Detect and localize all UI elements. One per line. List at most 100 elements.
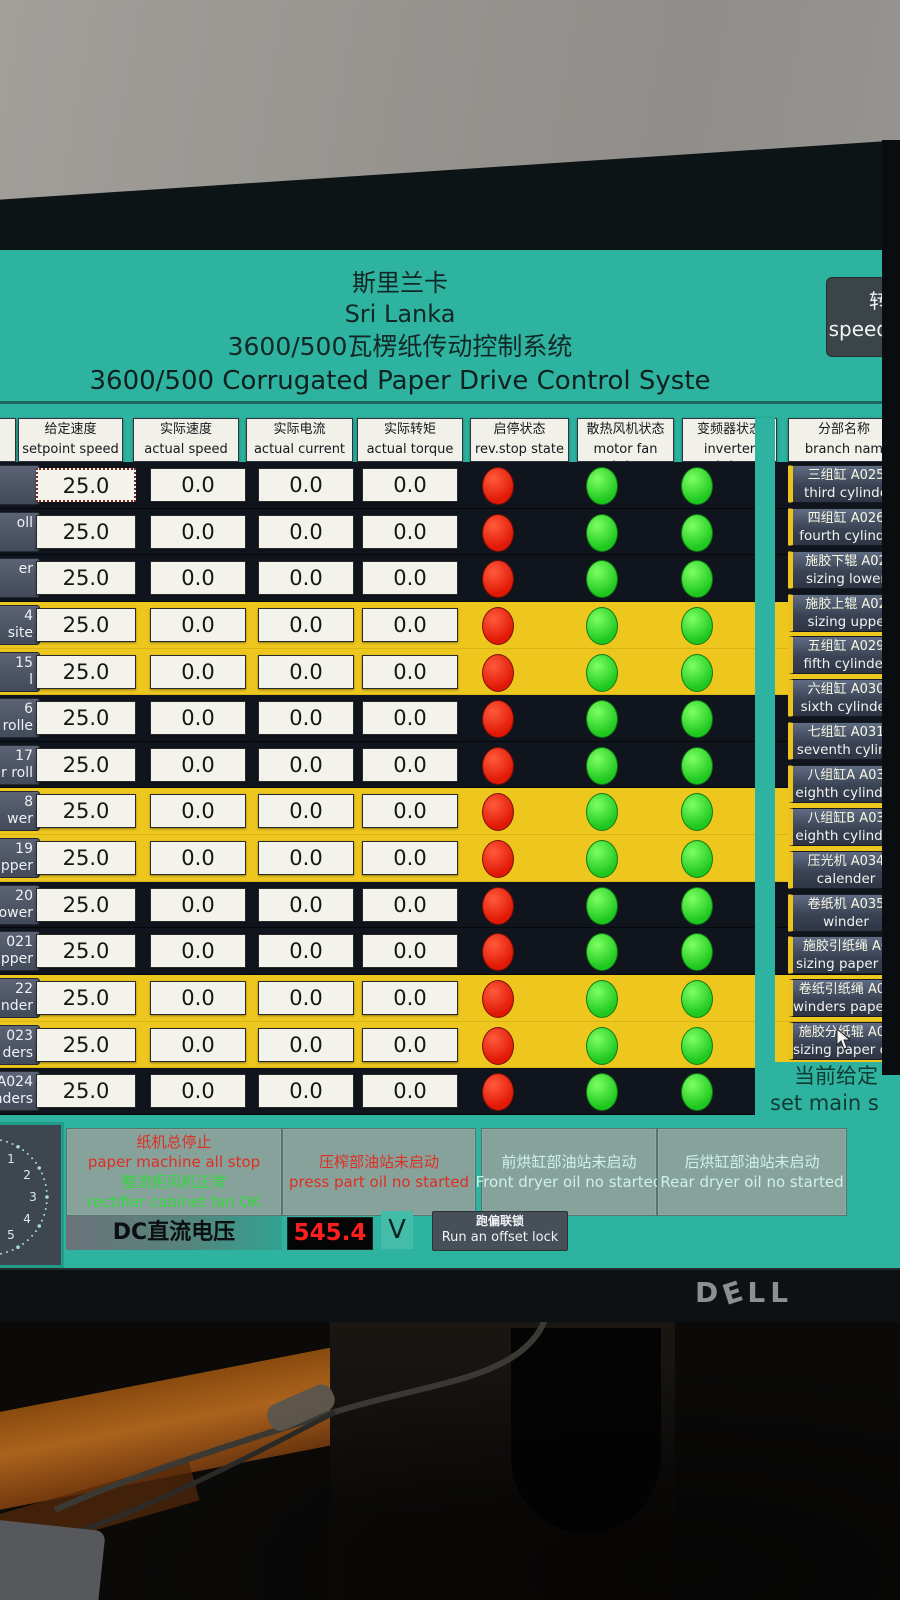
status-panel-1: 纸机总停止 paper machine all stop 整流柜风机正常 rectif… [66, 1128, 282, 1216]
branch-button-2[interactable]: 四组缸 A026 fourth cylinde [788, 507, 900, 546]
page-title: 斯里兰卡 Sri Lanka 3600/500瓦楞纸传动控制系统 3600/50… [55, 268, 745, 399]
table-row: 22cylinder25.00.00.00.0 [0, 974, 882, 1022]
actual-speed-readout: 0.0 [150, 1027, 246, 1062]
motor-fan-indicator-green [586, 746, 618, 785]
dell-logo: DELL [695, 1273, 794, 1312]
status-message-row: 纸机总停止 paper machine all stop 整流柜风机正常 rectif… [66, 1128, 847, 1216]
row-name-button[interactable]: er [0, 558, 40, 599]
actual-speed-readout: 0.0 [150, 1074, 246, 1109]
row-name-button[interactable]: 023 ders [0, 1024, 40, 1065]
status-text: paper machine all stop [87, 1153, 261, 1171]
table-row: 15 l 25.0 0.0 0.0 0.0 [0, 648, 882, 696]
setpoint-speed-field[interactable]: 25.0 [36, 841, 136, 875]
rev-stop-indicator-red [482, 793, 514, 832]
svg-text:5: 5 [7, 1228, 15, 1242]
row-name-button[interactable]: oll [0, 511, 40, 552]
setpoint-speed-field[interactable]: 25.0 [36, 654, 136, 689]
actual-speed-readout: 0.0 [150, 747, 246, 782]
actual-speed-readout: 0.0 [150, 934, 246, 969]
inverter-indicator-green [681, 700, 713, 739]
column-header-actual-torque: 实际转矩 actual torque [357, 418, 463, 462]
setpoint-speed-field[interactable]: 25.0 [36, 561, 136, 596]
branch-button-10[interactable]: 压光机 A034 calender [788, 850, 900, 889]
actual-speed-readout: 0.0 [150, 701, 246, 736]
row-name-button[interactable]: 6 rolle [0, 698, 40, 739]
status-text: 前烘缸部油站未启动 [501, 1153, 637, 1171]
rev-stop-indicator-red [482, 653, 514, 692]
column-header-rev-stop-state: 启停状态 rev.stop state [470, 418, 569, 462]
actual-speed-readout: 0.0 [150, 887, 246, 922]
setpoint-speed-field[interactable]: 25.0 [36, 934, 136, 969]
table-row: 19 pper 25.0 0.0 0.0 0.0 [0, 835, 882, 882]
offset-lock-button[interactable]: 跑偏联锁 Run an offset lock [432, 1211, 568, 1251]
table-row: oll 25.0 0.0 0.0 0.0 [0, 508, 882, 556]
column-header-setpoint-speed: 给定速度 setpoint speed [18, 418, 123, 462]
row-name-button[interactable]: 4 site [0, 604, 40, 645]
motor-fan-indicator-green [586, 513, 618, 552]
branch-button-12[interactable]: 施胶引纸绳 A0 sizing paper ro [788, 936, 900, 975]
setpoint-speed-field[interactable]: 25.0 [36, 887, 136, 922]
status-panel-4: 后烘缸部油站未启动 Rear dryer oil no started [657, 1128, 847, 1216]
actual-current-readout: 0.0 [258, 701, 354, 736]
motor-fan-indicator-green [586, 606, 618, 645]
rev-stop-indicator-red [482, 700, 514, 739]
branch-button-9[interactable]: 八组缸B A03 eighth cylinder [788, 807, 900, 846]
rev-stop-indicator-red [482, 933, 514, 972]
motor-fan-indicator-green [586, 793, 618, 832]
status-text: press part oil no started [289, 1173, 469, 1191]
actual-speed-readout: 0.0 [150, 841, 246, 875]
rev-stop-indicator-red [482, 467, 514, 505]
row-name-button[interactable]: 22cylinder [0, 977, 40, 1018]
rev-stop-indicator-red [482, 1073, 514, 1112]
branch-button-6[interactable]: 六组缸 A030 sixth cylinder [788, 679, 900, 718]
table-row: 4 site 25.0 0.0 0.0 0.0 [0, 601, 882, 649]
branch-button-7[interactable]: 七组缸 A031 seventh cylind [788, 722, 900, 761]
row-name-button[interactable]: 19 pper [0, 838, 40, 878]
branch-button-5[interactable]: 五组缸 A029 fifth cylinder [788, 636, 900, 675]
row-name-button[interactable]: A024linders [0, 1071, 40, 1112]
setpoint-speed-field[interactable]: 25.0 [36, 1074, 136, 1109]
setpoint-speed-field[interactable]: 25.0 [36, 468, 136, 502]
row-name-button[interactable]: 8 wer [0, 791, 40, 832]
branch-button-11[interactable]: 卷纸机 A035 winder [788, 893, 900, 932]
table-row: 17 r roll 25.0 0.0 0.0 0.0 [0, 741, 882, 789]
setpoint-speed-field[interactable]: 25.0 [36, 701, 136, 736]
setpoint-speed-field[interactable]: 25.0 [36, 794, 136, 829]
actual-current-readout: 0.0 [258, 747, 354, 782]
inverter-indicator-green [681, 606, 713, 645]
inverter-indicator-green [681, 886, 713, 925]
actual-current-readout: 0.0 [258, 607, 354, 642]
svg-text:1: 1 [7, 1152, 15, 1166]
row-name-button[interactable]: 021upper [0, 931, 40, 972]
branch-button-13[interactable]: 卷纸引纸绳 A03 winders paper r [788, 979, 900, 1018]
actual-current-readout: 0.0 [258, 934, 354, 969]
offset-lock-label-en: Run an offset lock [441, 1230, 559, 1245]
inverter-indicator-green [681, 979, 713, 1018]
table-row: A024linders25.00.00.00.0 [0, 1068, 882, 1115]
status-text: 后烘缸部油站未启动 [684, 1153, 820, 1171]
row-name-button[interactable]: 15 l [0, 651, 40, 692]
setpoint-speed-field[interactable]: 25.0 [36, 1027, 136, 1062]
table-row: 021upper25.00.00.00.0 [0, 928, 882, 975]
rev-stop-indicator-red [482, 840, 514, 878]
table-row: 25.0 0.0 0.0 0.0 [0, 462, 882, 509]
row-name-button[interactable]: 17 r roll [0, 744, 40, 785]
branch-button-1[interactable]: 三组缸 A025 third cylinde [788, 465, 900, 503]
setpoint-speed-field[interactable]: 25.0 [36, 607, 136, 642]
setpoint-speed-field[interactable]: 25.0 [36, 747, 136, 782]
row-name-button[interactable] [0, 465, 40, 505]
speed-set-button-label-en: speed [828, 317, 889, 341]
setpoint-speed-field[interactable]: 25.0 [36, 980, 136, 1015]
monitor-bottom-bezel: DELL [0, 1268, 900, 1322]
row-name-button[interactable]: 20lower [0, 884, 40, 925]
branch-button-8[interactable]: 八组缸A A03 eighth cylinder [788, 764, 900, 803]
actual-speed-readout: 0.0 [150, 514, 246, 549]
set-main-speed-en: set main s [770, 1091, 879, 1115]
branch-button-4[interactable]: 施胶上辊 A02 sizing uppe [788, 593, 900, 632]
setpoint-speed-field[interactable]: 25.0 [36, 514, 136, 549]
mouse-cursor [836, 1028, 852, 1050]
status-text: Rear dryer oil no started [660, 1173, 844, 1191]
branch-button-3[interactable]: 施胶下辊 A02 sizing lower [788, 550, 900, 589]
actual-speed-readout: 0.0 [150, 654, 246, 689]
svg-text:4: 4 [23, 1212, 31, 1226]
